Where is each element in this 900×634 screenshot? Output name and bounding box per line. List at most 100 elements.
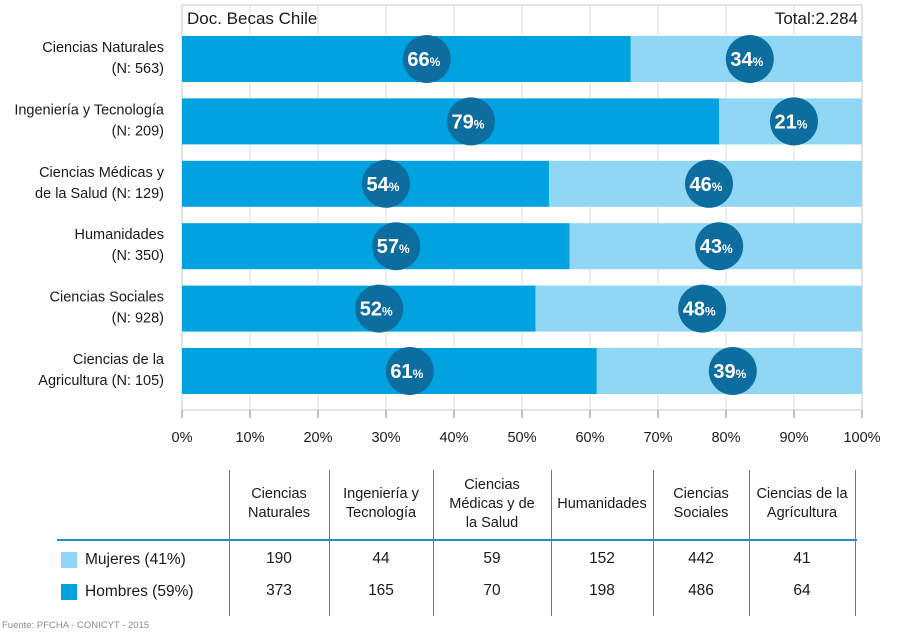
category-count-label: (N: 928) [112, 311, 164, 327]
table-cell: 70 [483, 582, 501, 599]
table-cell: 373 [266, 582, 292, 599]
x-tick-label: 40% [439, 430, 468, 446]
bubble-hombres [447, 97, 495, 146]
table-column-header-text: Ciencias Sociales [673, 485, 729, 523]
table-column-header-line: Naturales [247, 505, 311, 521]
table-column-header-text: Ciencias Médicas y de la Salud [449, 476, 534, 533]
bubble-mujeres-label: 43% [700, 236, 733, 258]
source-note: Fuente: PFCHA - CONICYT - 2015 [2, 620, 150, 631]
bubble-hombres-label: 79% [452, 111, 485, 133]
table-column-header-line: la Salud [465, 514, 519, 531]
table-cell: 486 [688, 582, 714, 599]
category-label: Humanidades [75, 227, 164, 243]
legend-label: Hombres (59%) [85, 583, 194, 600]
table-cell: 165 [368, 582, 394, 599]
bubble-mujeres-label: 21% [775, 111, 808, 133]
bubble-mujeres [685, 159, 733, 208]
total-label: Total:2.284 [775, 9, 858, 28]
category-label: Ciencias Médicas y [39, 165, 165, 181]
table-column-header-text: Ciencias de la Agrícultura [756, 485, 847, 523]
bubble-hombres-label: 66% [407, 49, 440, 71]
table-header-rule [57, 539, 857, 541]
table-cell: 44 [372, 550, 390, 567]
table-column-divider [433, 470, 434, 616]
table-column-header: Ciencias de la Agrícultura [749, 470, 855, 538]
bubble-hombres [372, 222, 421, 271]
table-column-header-line: Agrícultura [766, 505, 838, 521]
bubble-mujeres [770, 97, 818, 146]
table-column-header-line: Ciencias [251, 486, 307, 502]
bubble-hombres [362, 159, 410, 208]
category-count-label: (N: 209) [112, 123, 164, 139]
bubble-hombres-label: 61% [390, 361, 423, 383]
category-count-label: (N: 350) [112, 248, 164, 264]
bubble-hombres [402, 35, 451, 83]
table-column-header: Ciencias Sociales [653, 470, 749, 538]
table-column-header: Humanidades [551, 470, 653, 538]
stacked-bar-chart: Doc. Becas Chile Total:2.284 Ciencias Natu… [14, 4, 881, 446]
table-cell: 41 [793, 550, 811, 567]
x-tick-label: 10% [235, 430, 264, 446]
table-column-header-line: Ciencias [464, 476, 520, 493]
table-column-divider [749, 470, 750, 616]
bubble-hombres-label: 57% [377, 236, 410, 258]
table-column-header-line: Médicas y de [449, 495, 535, 512]
table-column-header: Ciencias Naturales [229, 470, 329, 538]
table-column-header-line: Ciencias [673, 486, 729, 502]
bubble-mujeres-label: 39% [713, 361, 746, 383]
table-column-header-line: Ciencias de la [756, 486, 848, 502]
table-column-divider [855, 470, 856, 616]
x-tick-label: 20% [303, 430, 332, 446]
x-tick-label: 100% [843, 430, 880, 446]
legend-swatch [61, 552, 77, 568]
category-count-label: Agricultura (N: 105) [38, 373, 164, 389]
bubble-hombres-label: 52% [360, 299, 393, 321]
table-cell: 59 [483, 550, 501, 567]
table-cell: 64 [793, 582, 811, 599]
chart-title: Doc. Becas Chile [187, 9, 317, 28]
x-tick-label: 30% [371, 430, 400, 446]
category-label: Ciencias Naturales [42, 40, 164, 56]
data-table: Ciencias Naturales Ingeniería y Tecnología C… [57, 470, 857, 616]
bubble-mujeres [678, 284, 727, 333]
table-column-header-text: Ciencias Naturales [248, 485, 310, 523]
category-label: Ingeniería y Tecnología [14, 102, 165, 118]
table-column-divider [551, 470, 552, 616]
x-tick-label: 0% [172, 430, 193, 446]
table-column-divider [653, 470, 654, 616]
bubble-mujeres-label: 34% [730, 49, 763, 71]
table-column-header-line: Ingeniería y [343, 486, 419, 502]
legend-swatch [61, 584, 77, 600]
x-tick-label: 70% [643, 430, 672, 446]
category-label: Ciencias de la [73, 352, 165, 368]
category-count-label: (N: 563) [112, 61, 164, 77]
table-cell: 198 [589, 582, 615, 599]
table-column-header-line: Humanidades [557, 495, 647, 512]
table-column-header-text: Humanidades [557, 495, 646, 514]
bubble-mujeres [708, 347, 757, 395]
x-tick-label: 50% [507, 430, 536, 446]
table-column-divider [229, 470, 230, 616]
bubble-mujeres-label: 46% [690, 174, 723, 196]
table-column-divider [329, 470, 330, 616]
legend-entry: Mujeres (41%) [61, 551, 186, 569]
bubble-hombres [355, 284, 404, 333]
table-cell: 442 [688, 550, 714, 567]
legend-entry: Hombres (59%) [61, 583, 194, 601]
table-column-header-line: Sociales [673, 505, 729, 521]
bubble-hombres-label: 54% [367, 174, 400, 196]
bubble-mujeres-label: 48% [683, 299, 716, 321]
category-label: Ciencias Sociales [50, 290, 164, 306]
legend-label: Mujeres (41%) [85, 551, 186, 568]
x-tick-label: 80% [711, 430, 740, 446]
table-cell: 190 [266, 550, 292, 567]
bubble-mujeres [725, 35, 774, 83]
table-column-header-line: Tecnología [345, 505, 417, 521]
x-tick-label: 60% [575, 430, 604, 446]
table-cell: 152 [589, 550, 615, 567]
table-column-header: Ciencias Médicas y de la Salud [433, 470, 551, 538]
bubble-hombres [385, 347, 434, 395]
bubble-mujeres [695, 222, 744, 271]
category-count-label: de la Salud (N: 129) [35, 186, 164, 202]
x-tick-label: 90% [779, 430, 808, 446]
